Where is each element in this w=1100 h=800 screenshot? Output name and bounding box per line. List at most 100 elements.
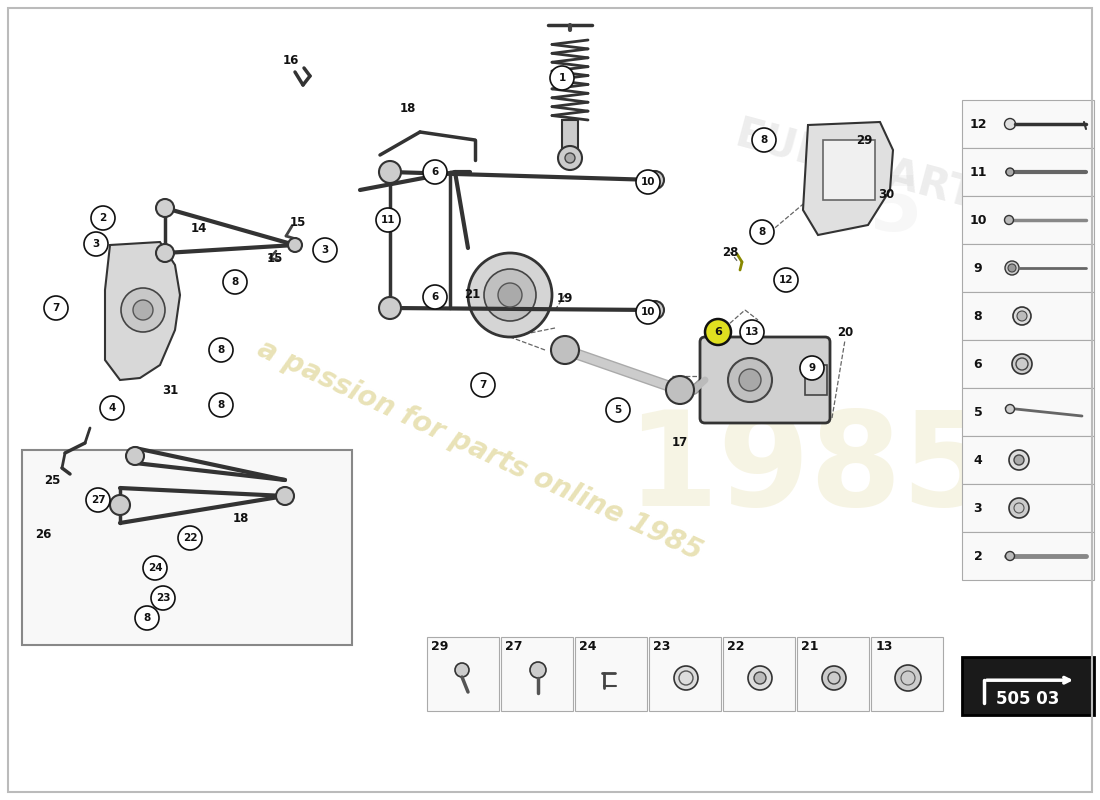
- Bar: [805, 365, 827, 395]
- Circle shape: [1013, 307, 1031, 325]
- Text: 24: 24: [147, 563, 163, 573]
- Text: 8: 8: [758, 227, 766, 237]
- Text: 25: 25: [44, 474, 60, 486]
- Circle shape: [471, 373, 495, 397]
- Text: 11: 11: [381, 215, 395, 225]
- Polygon shape: [104, 242, 180, 380]
- Text: 6: 6: [431, 292, 439, 302]
- Text: 1985: 1985: [626, 406, 993, 534]
- Circle shape: [1014, 455, 1024, 465]
- Circle shape: [178, 526, 202, 550]
- Circle shape: [666, 376, 694, 404]
- Text: 505 03: 505 03: [997, 690, 1059, 708]
- Circle shape: [135, 606, 160, 630]
- Text: 28: 28: [722, 246, 738, 258]
- Bar: [962, 244, 1094, 292]
- Text: 10: 10: [969, 214, 987, 226]
- Text: 29: 29: [856, 134, 872, 146]
- Circle shape: [750, 220, 774, 244]
- Circle shape: [126, 447, 144, 465]
- Text: 30: 30: [878, 189, 894, 202]
- Circle shape: [44, 296, 68, 320]
- Bar: [962, 532, 1094, 580]
- Bar: [962, 484, 1094, 532]
- Circle shape: [484, 269, 536, 321]
- Circle shape: [1008, 264, 1016, 272]
- Text: 6: 6: [714, 327, 722, 337]
- Text: 14: 14: [190, 222, 207, 235]
- Text: 35: 35: [817, 173, 923, 247]
- Circle shape: [1005, 261, 1019, 275]
- Circle shape: [551, 336, 579, 364]
- Circle shape: [1009, 498, 1028, 518]
- Circle shape: [1004, 118, 1015, 130]
- Circle shape: [674, 666, 698, 690]
- Text: 3: 3: [974, 502, 982, 514]
- Text: 18: 18: [399, 102, 416, 114]
- Circle shape: [636, 300, 660, 324]
- Circle shape: [728, 358, 772, 402]
- Circle shape: [1006, 168, 1014, 176]
- Bar: [962, 292, 1094, 340]
- Circle shape: [565, 153, 575, 163]
- Circle shape: [774, 268, 798, 292]
- Circle shape: [156, 244, 174, 262]
- Circle shape: [151, 586, 175, 610]
- Bar: [427, 637, 499, 711]
- Circle shape: [110, 495, 130, 515]
- Circle shape: [1009, 450, 1028, 470]
- Text: 20: 20: [837, 326, 854, 338]
- Text: 23: 23: [653, 641, 671, 654]
- Bar: [962, 388, 1094, 436]
- Text: 22: 22: [727, 641, 745, 654]
- Text: 27: 27: [505, 641, 522, 654]
- Text: 21: 21: [464, 289, 480, 302]
- Text: 7: 7: [480, 380, 486, 390]
- Circle shape: [1004, 215, 1013, 225]
- Circle shape: [646, 301, 664, 319]
- Circle shape: [91, 206, 116, 230]
- Text: 29: 29: [431, 641, 449, 654]
- Bar: [649, 637, 720, 711]
- Circle shape: [143, 556, 167, 580]
- Bar: [962, 340, 1094, 388]
- Text: 18: 18: [233, 511, 250, 525]
- Text: 4: 4: [108, 403, 115, 413]
- Circle shape: [636, 170, 660, 194]
- Text: EUROPARTS: EUROPARTS: [730, 114, 1010, 226]
- Circle shape: [276, 487, 294, 505]
- Circle shape: [379, 161, 401, 183]
- Text: 11: 11: [969, 166, 987, 178]
- Bar: [962, 148, 1094, 196]
- Circle shape: [1018, 311, 1027, 321]
- Circle shape: [646, 171, 664, 189]
- Circle shape: [606, 398, 630, 422]
- Text: 4: 4: [974, 454, 982, 466]
- Circle shape: [752, 128, 776, 152]
- Text: 26: 26: [35, 529, 52, 542]
- Text: 8: 8: [231, 277, 239, 287]
- Text: a passion for parts online 1985: a passion for parts online 1985: [253, 334, 706, 566]
- Bar: [575, 637, 647, 711]
- Bar: [962, 436, 1094, 484]
- Text: 8: 8: [218, 345, 224, 355]
- Bar: [823, 140, 874, 200]
- Bar: [962, 100, 1094, 148]
- Circle shape: [424, 160, 447, 184]
- Text: 8: 8: [143, 613, 151, 623]
- Text: 12: 12: [969, 118, 987, 130]
- Text: 15: 15: [267, 251, 283, 265]
- Bar: [723, 637, 795, 711]
- Circle shape: [1005, 405, 1014, 414]
- Circle shape: [424, 285, 447, 309]
- Bar: [962, 657, 1094, 715]
- Text: 19: 19: [557, 291, 573, 305]
- Text: 9: 9: [808, 363, 815, 373]
- Text: 13: 13: [745, 327, 759, 337]
- Circle shape: [705, 319, 732, 345]
- Circle shape: [550, 66, 574, 90]
- Text: 8: 8: [218, 400, 224, 410]
- FancyBboxPatch shape: [700, 337, 830, 423]
- Circle shape: [84, 232, 108, 256]
- Circle shape: [209, 393, 233, 417]
